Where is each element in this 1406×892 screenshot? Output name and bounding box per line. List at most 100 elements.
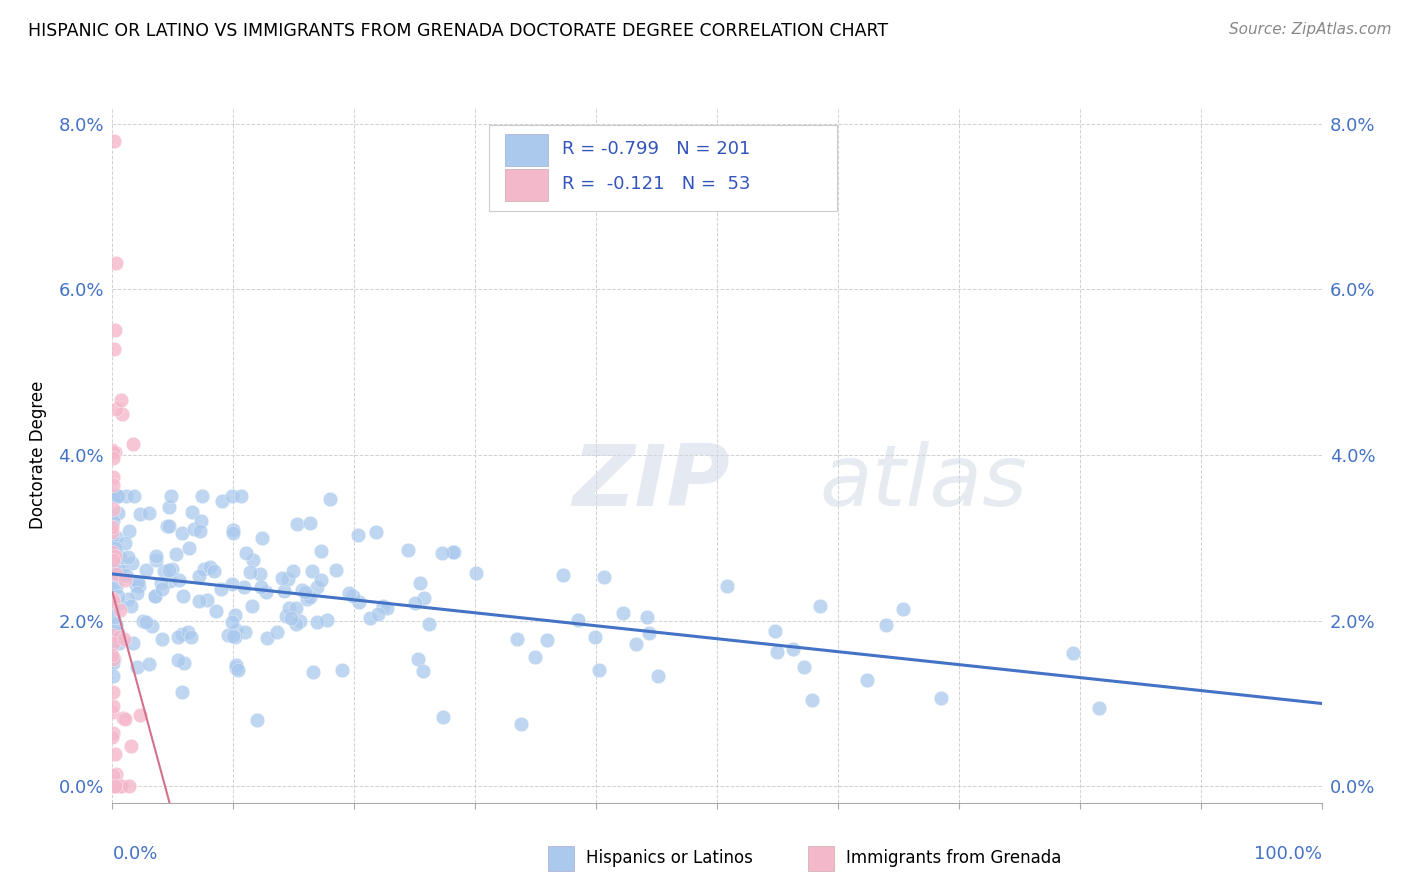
Point	[235, 546, 257, 560]
Point	[510, 716, 533, 731]
Point	[101, 705, 124, 719]
Point	[101, 767, 124, 781]
Point	[285, 517, 308, 532]
Point	[325, 564, 347, 578]
Point	[101, 470, 124, 484]
Point	[107, 489, 129, 503]
Point	[141, 619, 163, 633]
FancyBboxPatch shape	[488, 125, 837, 211]
Point	[101, 779, 124, 793]
Point	[221, 615, 243, 629]
Point	[929, 690, 952, 705]
Point	[107, 489, 129, 503]
Point	[250, 531, 273, 545]
Point	[103, 779, 125, 793]
Point	[138, 657, 160, 671]
Point	[167, 573, 190, 587]
Point	[129, 708, 152, 723]
Point	[107, 597, 129, 611]
Point	[103, 562, 125, 576]
Point	[101, 545, 124, 559]
Point	[396, 543, 419, 558]
Point	[101, 636, 124, 650]
Point	[122, 636, 145, 650]
Point	[108, 779, 131, 793]
Point	[101, 525, 124, 540]
Point	[284, 616, 307, 631]
Point	[211, 494, 233, 508]
Point	[222, 523, 245, 537]
Point	[101, 502, 124, 516]
Point	[233, 580, 256, 594]
Point	[347, 528, 370, 542]
Point	[309, 544, 332, 558]
Point	[800, 693, 823, 707]
Point	[145, 553, 167, 567]
Point	[266, 625, 288, 640]
Point	[103, 134, 125, 148]
Point	[117, 550, 139, 565]
Point	[103, 451, 125, 466]
Point	[160, 489, 183, 503]
Point	[127, 574, 149, 589]
Point	[132, 614, 155, 628]
Point	[224, 630, 246, 644]
Point	[172, 526, 194, 541]
Point	[624, 637, 647, 651]
Point	[101, 652, 124, 666]
Point	[103, 489, 125, 503]
Point	[181, 505, 204, 519]
Point	[112, 711, 135, 725]
Point	[101, 541, 124, 555]
Point	[177, 625, 200, 640]
Point	[101, 564, 124, 578]
Point	[122, 489, 145, 503]
Point	[104, 445, 127, 459]
Point	[277, 600, 299, 615]
Point	[128, 579, 150, 593]
Point	[166, 630, 188, 644]
Point	[225, 657, 247, 672]
Point	[553, 567, 575, 582]
Point	[172, 589, 194, 603]
Point	[165, 548, 187, 562]
Point	[117, 592, 139, 607]
Point	[782, 641, 804, 656]
Point	[170, 685, 193, 699]
Point	[567, 613, 589, 627]
Point	[315, 613, 337, 627]
Point	[190, 514, 212, 528]
Point	[157, 563, 180, 577]
Point	[217, 628, 239, 642]
Point	[224, 607, 246, 622]
Y-axis label: Doctorate Degree: Doctorate Degree	[30, 381, 48, 529]
Point	[104, 402, 127, 417]
Point	[166, 653, 188, 667]
Bar	[807, 846, 834, 871]
Text: HISPANIC OR LATINO VS IMMIGRANTS FROM GRENADA DOCTORATE DEGREE CORRELATION CHART: HISPANIC OR LATINO VS IMMIGRANTS FROM GR…	[28, 22, 889, 40]
Point	[285, 600, 308, 615]
Point	[107, 489, 129, 503]
Point	[240, 599, 263, 613]
Point	[101, 442, 124, 457]
Point	[104, 766, 127, 780]
Point	[347, 595, 370, 609]
Point	[177, 541, 200, 555]
Text: Hispanics or Latinos: Hispanics or Latinos	[586, 849, 754, 867]
Point	[225, 661, 247, 675]
Point	[536, 633, 558, 648]
Point	[274, 609, 297, 624]
Point	[105, 566, 128, 581]
Text: Immigrants from Grenada: Immigrants from Grenada	[846, 849, 1062, 867]
Point	[193, 562, 215, 576]
Point	[188, 524, 211, 539]
Point	[205, 603, 228, 617]
Point	[120, 599, 142, 613]
Point	[273, 583, 295, 598]
Point	[160, 562, 183, 576]
Point	[302, 665, 325, 679]
Point	[280, 611, 302, 625]
Point	[229, 489, 252, 503]
Point	[311, 574, 333, 588]
Point	[430, 546, 453, 560]
